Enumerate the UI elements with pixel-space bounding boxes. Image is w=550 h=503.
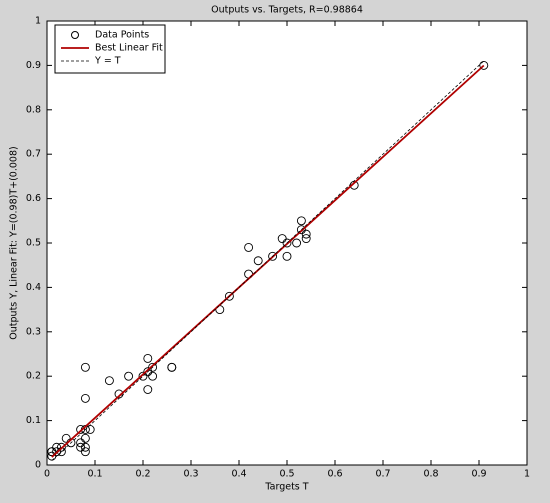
x-tick-label: 0.8 xyxy=(423,469,438,480)
data-point xyxy=(148,362,158,372)
data-point xyxy=(244,242,254,252)
x-tick-label: 0.3 xyxy=(183,469,198,480)
x-tick-label: 0.7 xyxy=(375,469,390,480)
data-point xyxy=(76,442,86,452)
legend-label: Best Linear Fit xyxy=(95,43,163,54)
x-tick-label: 0.5 xyxy=(279,469,294,480)
data-point xyxy=(277,234,287,244)
data-point xyxy=(47,447,57,457)
data-point xyxy=(52,442,62,452)
data-point xyxy=(76,438,86,448)
legend-label: Data Points xyxy=(95,30,149,41)
data-point xyxy=(282,251,292,261)
x-tick-label: 0 xyxy=(44,469,50,480)
data-point xyxy=(80,362,90,372)
x-tick-label: 0.2 xyxy=(135,469,150,480)
data-point xyxy=(80,447,90,457)
data-point xyxy=(124,371,134,381)
data-point xyxy=(296,225,306,235)
data-point xyxy=(282,238,292,248)
data-point xyxy=(268,251,278,261)
data-point xyxy=(253,256,263,266)
x-tick-label: 1 xyxy=(524,469,530,480)
data-point xyxy=(138,371,148,381)
y-tick-label: 0.6 xyxy=(26,193,41,204)
data-point xyxy=(301,229,311,239)
legend-label: Y = T xyxy=(94,56,121,67)
data-point xyxy=(76,425,86,434)
data-point xyxy=(80,442,90,452)
y-tick-label: 0.3 xyxy=(26,326,41,337)
x-tick-label: 0.6 xyxy=(327,469,342,480)
y-tick-label: 0.5 xyxy=(26,238,41,249)
fit-line xyxy=(51,64,485,458)
data-point xyxy=(80,433,90,443)
y-tick-label: 0.9 xyxy=(26,60,41,71)
x-tick-label: 0.4 xyxy=(231,469,246,480)
data-point xyxy=(148,371,158,381)
data-point xyxy=(61,433,71,443)
x-tick-label: 0.9 xyxy=(471,469,486,480)
data-point xyxy=(301,234,311,244)
data-point xyxy=(104,376,114,386)
legend-symbol xyxy=(71,31,79,39)
y-tick-label: 0.4 xyxy=(26,282,41,293)
data-point xyxy=(479,60,489,70)
legend-box xyxy=(54,24,166,74)
x-tick-label: 0.1 xyxy=(87,469,102,480)
y-tick-label: 1 xyxy=(35,16,41,27)
data-point xyxy=(167,362,177,372)
data-point xyxy=(143,385,153,394)
data-point xyxy=(143,367,153,377)
y-tick-label: 0.7 xyxy=(26,149,41,160)
identity-line xyxy=(51,60,485,461)
chart-title: Outputs vs. Targets, R=0.98864 xyxy=(211,5,363,16)
y-tick-label: 0.1 xyxy=(26,415,41,426)
data-point xyxy=(80,393,90,403)
y-tick-label: 0.8 xyxy=(26,104,41,115)
y-tick-label: 0 xyxy=(35,460,41,471)
data-point xyxy=(292,238,302,248)
data-point xyxy=(224,291,234,301)
data-point xyxy=(56,442,66,452)
data-point xyxy=(296,216,306,226)
y-axis-label: Outputs Y, Linear Fit: Y=(0.98)T+(0.008) xyxy=(9,146,20,339)
data-point xyxy=(143,353,153,363)
y-tick-label: 0.2 xyxy=(26,371,41,382)
x-axis-label: Targets T xyxy=(264,482,308,493)
